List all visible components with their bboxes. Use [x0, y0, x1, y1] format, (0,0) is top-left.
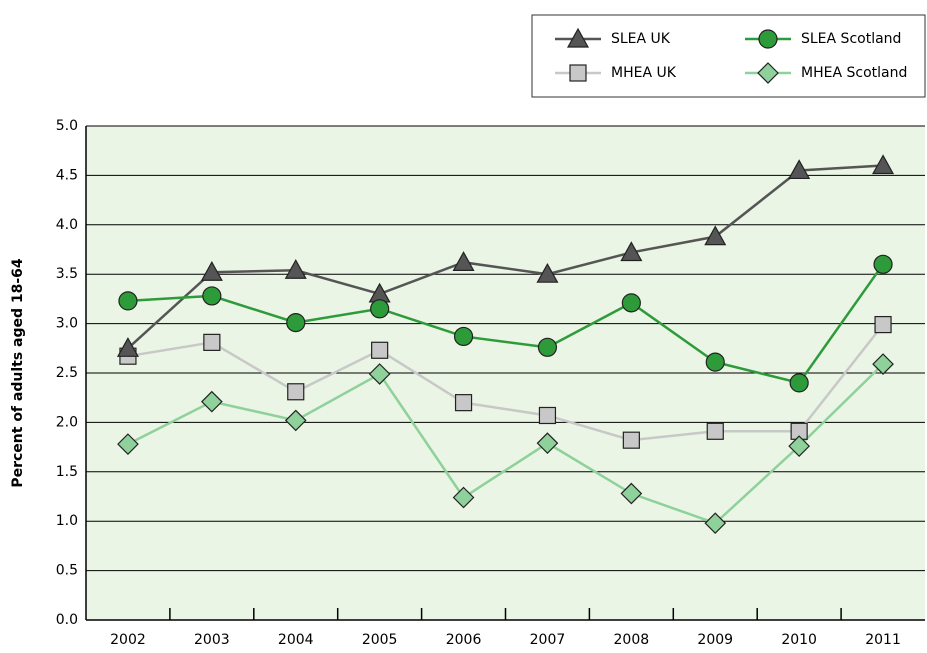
data-point [872, 353, 894, 375]
legend-label: MHEA Scotland [801, 65, 907, 81]
data-point [287, 383, 305, 401]
x-tick-label: 2011 [865, 632, 901, 648]
x-tick-label: 2006 [446, 632, 482, 648]
data-point [371, 341, 389, 359]
x-tick-label: 2002 [110, 632, 146, 648]
y-tick-label: 0.0 [56, 612, 78, 628]
series-line [127, 164, 884, 350]
data-point [452, 486, 475, 509]
data-point [621, 293, 641, 313]
x-tick-label: 2010 [781, 632, 817, 648]
data-point [706, 422, 724, 440]
data-point [622, 431, 640, 449]
y-tick-label: 2.0 [56, 414, 78, 430]
legend-marker [758, 29, 778, 49]
x-tick-label: 2009 [697, 632, 733, 648]
y-axis-label: Percent of adults aged 18-64 [10, 258, 26, 488]
series-line [127, 363, 884, 525]
x-tick-label: 2003 [194, 632, 230, 648]
data-point [789, 373, 809, 393]
data-point [788, 159, 811, 180]
y-tick-label: 3.0 [56, 316, 78, 332]
y-tick-label: 4.5 [56, 167, 78, 183]
data-point [284, 409, 307, 432]
data-point [370, 299, 390, 319]
data-point [704, 225, 727, 246]
data-point [118, 291, 138, 311]
data-point [873, 254, 893, 274]
data-point [203, 333, 221, 351]
y-tick-label: 1.5 [56, 464, 78, 480]
data-point [368, 363, 391, 385]
series-line [127, 263, 885, 385]
x-tick-label: 2004 [278, 632, 314, 648]
data-point [705, 352, 725, 372]
series-line [127, 323, 885, 442]
data-point [200, 260, 223, 281]
data-point [454, 394, 473, 412]
data-point [874, 315, 892, 334]
legend-box [531, 14, 926, 98]
legend: SLEA UK SLEA Scotland MHEA UK MHEA Scotland [531, 14, 926, 98]
data-point [453, 326, 474, 347]
legend-marker [569, 64, 587, 82]
y-tick-label: 1.0 [56, 513, 78, 529]
y-tick-label: 5.0 [56, 118, 78, 134]
data-point [620, 482, 643, 505]
data-point [536, 262, 559, 283]
y-tick-label: 3.5 [56, 266, 78, 282]
data-point [116, 337, 139, 357]
x-tick-label: 2008 [614, 632, 650, 648]
data-point [202, 286, 222, 306]
x-tick-label: 2007 [530, 632, 566, 648]
y-tick-label: 0.5 [56, 563, 78, 579]
data-point [872, 154, 895, 175]
legend-label: SLEA Scotland [801, 31, 901, 47]
data-point [117, 433, 139, 455]
data-point [452, 251, 475, 271]
legend-marker [757, 62, 779, 84]
data-point [704, 512, 727, 535]
x-tick-label: 2005 [362, 632, 398, 648]
data-point [201, 390, 223, 413]
data-point [286, 313, 306, 333]
data-point [536, 432, 559, 454]
legend-label: SLEA UK [611, 31, 671, 47]
y-tick-label: 2.5 [56, 365, 78, 381]
data-point [537, 337, 558, 357]
legend-label: MHEA UK [611, 65, 677, 81]
data-point [620, 241, 643, 262]
legend-marker [566, 27, 590, 48]
y-tick-label: 4.0 [56, 217, 78, 233]
data-point [538, 406, 557, 425]
data-point [788, 435, 810, 457]
data-point [284, 259, 307, 279]
